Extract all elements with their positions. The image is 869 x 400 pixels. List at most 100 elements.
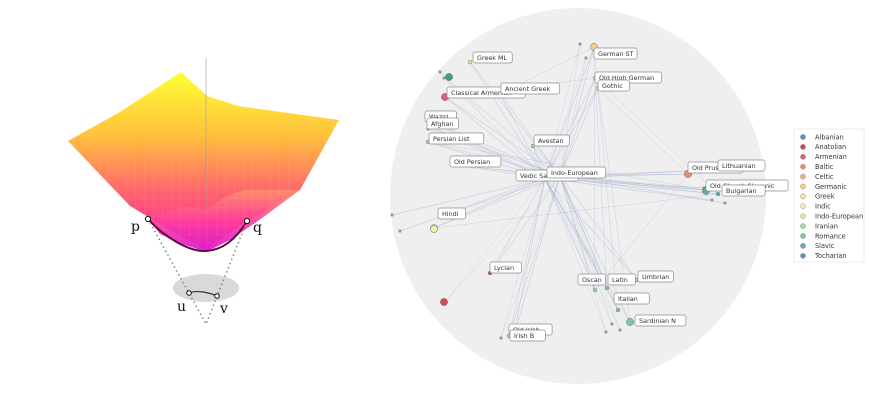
node-label-lithuanian: Lithuanian bbox=[717, 159, 766, 172]
node-label-italian: Italian bbox=[613, 292, 650, 305]
graph-node-minor-7 bbox=[610, 322, 614, 326]
edge-31 bbox=[544, 57, 587, 179]
legend-item-germanic[interactable]: Germanic bbox=[800, 183, 847, 191]
graph-node-highlight-0[interactable] bbox=[445, 73, 453, 81]
graph-node-minor-0 bbox=[390, 213, 394, 217]
point-u bbox=[186, 290, 192, 296]
node-label-avestan: Avestan bbox=[533, 134, 570, 147]
edge-1 bbox=[444, 96, 546, 179]
edge-33 bbox=[544, 177, 621, 331]
node-label-box bbox=[533, 134, 570, 147]
graph-node-oscan[interactable] bbox=[592, 287, 598, 293]
point-q bbox=[243, 217, 251, 225]
edge-84 bbox=[594, 77, 608, 289]
edge-3 bbox=[544, 46, 595, 179]
surface-plot: p q u v bbox=[68, 58, 339, 325]
projection-shadow bbox=[173, 274, 239, 302]
node-label-text: Old Persian bbox=[454, 158, 490, 166]
node-label-text: Ancient Greek bbox=[505, 85, 551, 93]
edge-78 bbox=[559, 175, 713, 201]
edge-60 bbox=[559, 175, 596, 291]
point-p bbox=[144, 215, 152, 223]
edge-56 bbox=[559, 175, 719, 195]
legend-label: Greek bbox=[815, 193, 835, 201]
graph-node-italian[interactable] bbox=[615, 307, 621, 313]
edge-46 bbox=[559, 87, 599, 177]
edge-75 bbox=[559, 175, 607, 333]
edge-24 bbox=[512, 177, 546, 340]
graph-node-highlight-1[interactable] bbox=[440, 298, 448, 306]
legend-swatch bbox=[800, 134, 806, 140]
legend-label: Albanian bbox=[815, 133, 844, 141]
edge-16 bbox=[433, 177, 546, 229]
edge-25 bbox=[391, 177, 546, 216]
graph-node-latin[interactable] bbox=[604, 285, 610, 291]
node-label-box bbox=[509, 329, 546, 342]
legend-item-indo-european[interactable]: Indo-European bbox=[800, 213, 863, 221]
edge-79 bbox=[500, 175, 561, 339]
edge-5 bbox=[544, 87, 599, 179]
edge-64 bbox=[508, 175, 561, 337]
legend-item-romance[interactable]: Romance bbox=[800, 232, 846, 240]
edge-30 bbox=[544, 43, 581, 179]
legend-item-anatolian[interactable]: Anatolian bbox=[800, 143, 846, 151]
node-label-text: Old Prussian bbox=[692, 164, 732, 172]
node-label-text: Italian bbox=[618, 295, 638, 303]
bowl-mesh bbox=[68, 72, 339, 250]
legend-swatch bbox=[800, 233, 806, 239]
graph-node-bulgarian[interactable] bbox=[715, 191, 721, 197]
edge-87 bbox=[427, 141, 707, 191]
graph-node-highlight-6[interactable] bbox=[626, 318, 634, 326]
edge-65 bbox=[512, 175, 561, 340]
node-label-box bbox=[607, 273, 636, 286]
edge-43 bbox=[499, 93, 561, 177]
graph-node-minor-11 bbox=[723, 201, 727, 205]
label-v: v bbox=[219, 301, 228, 317]
node-label-text: Persian List bbox=[433, 135, 470, 143]
legend-swatch bbox=[800, 153, 806, 160]
node-label-box bbox=[546, 166, 607, 179]
edge-80 bbox=[443, 175, 561, 304]
edge-37 bbox=[544, 177, 713, 201]
point-v bbox=[214, 293, 220, 299]
node-label-german-st: German ST bbox=[593, 47, 638, 60]
legend: Albanian Anatolian Armenian Baltic Celtic Ger… bbox=[793, 128, 865, 263]
graph-node-greek-ml[interactable] bbox=[467, 59, 473, 65]
poincare-disk bbox=[390, 8, 766, 384]
edge-89 bbox=[597, 87, 689, 175]
edge-61 bbox=[559, 175, 608, 289]
legend-frame bbox=[793, 128, 865, 263]
node-label-latin: Latin bbox=[607, 273, 636, 286]
legend-item-armenian[interactable]: Armenian bbox=[800, 153, 847, 161]
edge-77 bbox=[559, 175, 726, 204]
edge-18 bbox=[544, 177, 638, 281]
legend-item-iranian[interactable]: Iranian bbox=[800, 222, 838, 230]
edge-2 bbox=[499, 93, 546, 179]
graph-node-minor-6 bbox=[584, 56, 588, 60]
legend-item-indic[interactable]: Indic bbox=[800, 203, 831, 211]
legend-label: Slavic bbox=[815, 242, 835, 250]
node-label-indo-european: Indo-European bbox=[546, 166, 607, 179]
edge-58 bbox=[489, 175, 561, 274]
legend-item-greek[interactable]: Greek bbox=[800, 193, 835, 201]
legend-item-celtic[interactable]: Celtic bbox=[800, 173, 834, 181]
node-label-text: Gothic bbox=[602, 82, 623, 90]
edge-26 bbox=[399, 177, 546, 232]
edge-44 bbox=[559, 46, 595, 177]
node-label-text: Irish B bbox=[514, 332, 534, 340]
edge-36 bbox=[544, 177, 726, 204]
legend-item-albanian[interactable]: Albanian bbox=[800, 133, 844, 141]
legend-item-slavic[interactable]: Slavic bbox=[800, 242, 835, 250]
legend-swatch bbox=[800, 243, 806, 249]
graph-node-highlight-2[interactable] bbox=[430, 225, 438, 233]
graph-node-minor-3 bbox=[442, 76, 446, 80]
legend-swatch bbox=[800, 163, 806, 170]
legend-item-baltic[interactable]: Baltic bbox=[800, 163, 834, 171]
node-label-text: Umbrian bbox=[642, 273, 669, 281]
legend-label: Iranian bbox=[815, 222, 838, 230]
legend-item-tocharian[interactable]: Tocharian bbox=[800, 252, 847, 260]
node-label-ancient-greek: Ancient Greek bbox=[500, 82, 561, 95]
legend-label: Armenian bbox=[815, 153, 847, 161]
